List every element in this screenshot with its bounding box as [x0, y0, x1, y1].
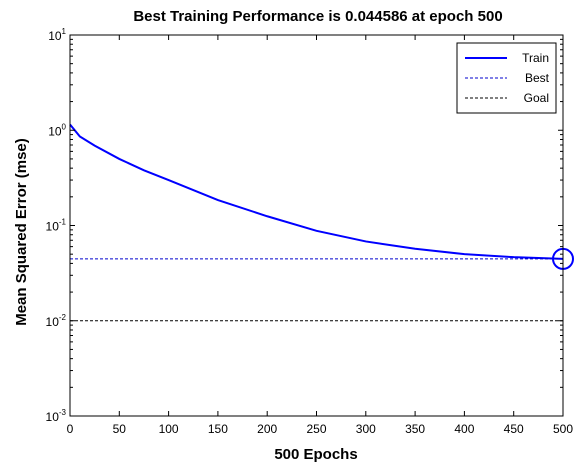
- y-tick-label: 101: [48, 27, 66, 43]
- x-axis-label: 500 Epochs: [274, 446, 357, 463]
- x-tick-label: 150: [208, 422, 228, 436]
- x-tick-label: 400: [454, 422, 474, 436]
- legend-label-best: Best: [525, 71, 550, 85]
- series-train-line: [69, 123, 564, 260]
- y-axis-label: Mean Squared Error (mse): [13, 138, 30, 326]
- legend: Train Best Goal: [456, 42, 557, 114]
- axis-ticks: 0 50 100 150 200 250 300 350 400 450 500 10-3 10-2 10…: [46, 27, 574, 436]
- legend-label-train: Train: [522, 51, 549, 65]
- x-tick-label: 250: [306, 422, 326, 436]
- x-tick-label: 0: [67, 422, 74, 436]
- chart-title: Best Training Performance is 0.044586 at…: [133, 8, 502, 25]
- x-tick-label: 200: [257, 422, 277, 436]
- y-tick-label: 10-2: [46, 313, 67, 329]
- y-tick-label: 100: [48, 122, 66, 138]
- x-tick-label: 450: [504, 422, 524, 436]
- x-tick-label: 500: [553, 422, 573, 436]
- x-tick-label: 100: [159, 422, 179, 436]
- x-tick-label: 50: [113, 422, 127, 436]
- x-tick-label: 350: [405, 422, 425, 436]
- y-tick-label: 10-3: [46, 408, 67, 424]
- legend-label-goal: Goal: [524, 91, 549, 105]
- y-tick-label: 10-1: [46, 218, 67, 234]
- x-tick-label: 300: [356, 422, 376, 436]
